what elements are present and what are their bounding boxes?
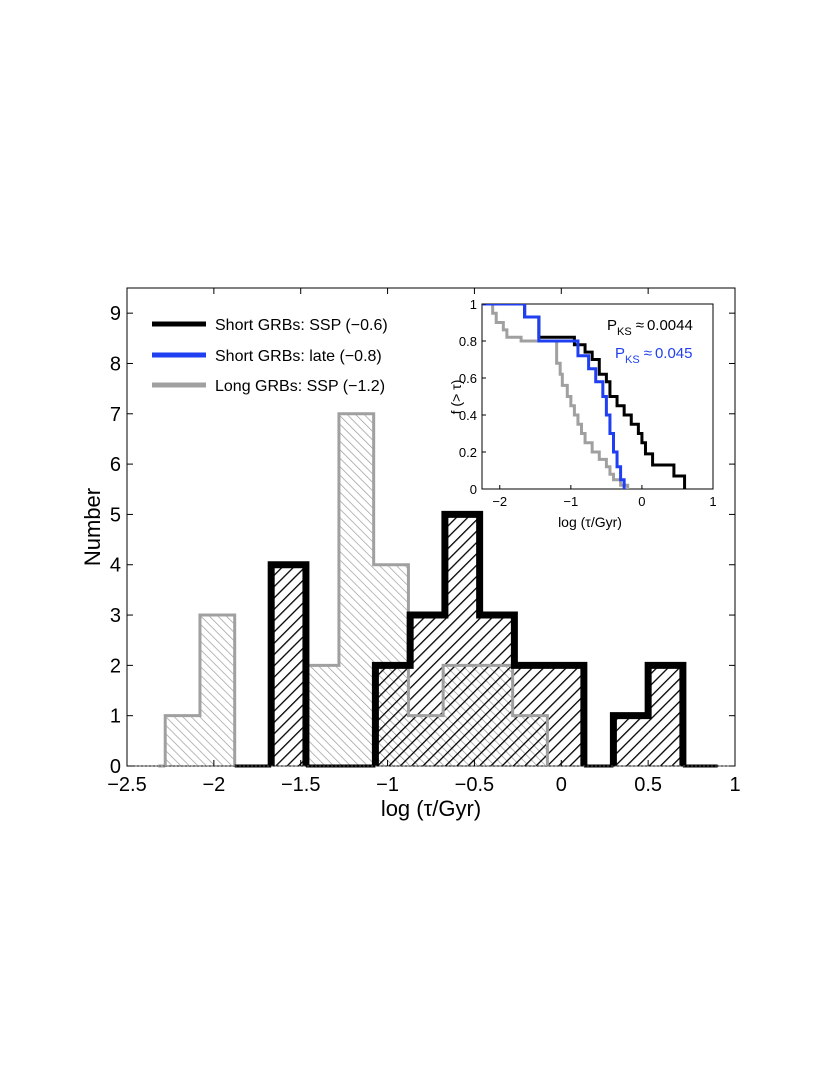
inset-frame (481, 303, 714, 490)
pks-blue-rel: ≈ (644, 345, 652, 362)
inset-y-axis-label: f (> τ) (448, 380, 464, 415)
inset-y-ticks: 0 0.2 0.4 0.6 0.8 1 (459, 297, 486, 497)
x-axis-label: log (τ/Gyr) (381, 796, 481, 821)
y-axis-label: Number (80, 488, 105, 566)
pks-blue-symbol: P (615, 345, 625, 362)
y-tick-label-7: 7 (110, 404, 121, 426)
y-tick-label-5: 5 (110, 504, 121, 526)
hist-bar-s1-b4 (479, 615, 515, 766)
inset-x-tick-label-2: 0 (638, 494, 645, 509)
inset-y-tick-label-0: 0 (470, 482, 477, 497)
inset-cumulative-plot: −2 −1 0 1 0 0.2 0.4 0.6 0.8 1 log (τ/Gyr) f (> τ… (448, 297, 717, 530)
hist-bar-s1-b0 (271, 564, 306, 766)
inset-line-0 (482, 304, 630, 489)
y-tick-label-0: 0 (110, 756, 121, 778)
x-tick-label-7: 1 (729, 774, 740, 796)
hist-outline-s1 (267, 510, 687, 766)
inset-x-tick-label-1: −1 (563, 494, 578, 509)
x-tick-label-4: −0.5 (455, 774, 494, 796)
hist-bar-s0-b3 (338, 413, 374, 766)
x-tick-label-6: 0.5 (634, 774, 662, 796)
pks-blue-value: 0.045 (655, 345, 693, 362)
y-tick-label-4: 4 (110, 555, 121, 577)
x-axis-ticks: −2.5 −2 −1.5 −1 −0.5 0 0.5 1 (107, 288, 741, 796)
legend-label-short-late: Short GRBs: late (−0.8) (215, 348, 382, 365)
x-tick-label-3: −1 (376, 774, 399, 796)
y-tick-label-1: 1 (110, 706, 121, 728)
inset-y-tick-label-3: 0.6 (459, 371, 477, 386)
legend-label-long-ssp: Long GRBs: SSP (−1.2) (215, 378, 385, 395)
inset-y-tick-label-1: 0.2 (459, 445, 477, 460)
y-tick-label-8: 8 (110, 353, 121, 375)
pks-blue-subscript: KS (625, 354, 640, 366)
inset-x-axis-label: log (τ/Gyr) (558, 514, 622, 530)
hist-bar-s0-b2 (304, 665, 339, 766)
inset-line-2 (482, 304, 626, 489)
hist-bar-s1-b2 (410, 615, 445, 766)
pks-annotation-black: PKS ≈0.0044 (607, 317, 693, 338)
histogram-bars (165, 413, 683, 766)
inset-x-ticks: −2 −1 0 1 (492, 485, 717, 509)
inset-y-tick-label-5: 1 (470, 297, 477, 312)
hist-bar-s0-b1 (199, 615, 235, 766)
legend-label-short-ssp: Short GRBs: SSP (−0.6) (215, 317, 388, 334)
inset-x-tick-label-0: −2 (492, 494, 507, 509)
y-tick-label-6: 6 (110, 454, 121, 476)
y-tick-label-9: 9 (110, 303, 121, 325)
legend: Short GRBs: SSP (−0.6) Short GRBs: late … (152, 317, 388, 395)
hist-bar-s1-b3 (444, 514, 480, 766)
pks-annotation-blue: PKS ≈0.045 (615, 345, 692, 366)
inset-step-lines (482, 304, 687, 489)
pks-black-value: 0.0044 (647, 317, 693, 334)
pks-black-symbol: P (607, 317, 617, 334)
y-axis-ticks: 0 1 2 3 4 5 6 7 8 9 (110, 303, 735, 778)
hist-bar-s1-b7 (648, 665, 683, 766)
x-tick-label-2: −1.5 (281, 774, 320, 796)
x-tick-label-5: 0 (556, 774, 567, 796)
pks-black-subscript: KS (617, 326, 632, 338)
inset-x-tick-label-3: 1 (709, 494, 716, 509)
pks-black-rel: ≈ (636, 317, 644, 334)
y-tick-label-2: 2 (110, 655, 121, 677)
hist-bar-s0-b0 (165, 715, 200, 766)
inset-y-tick-label-4: 0.8 (459, 334, 477, 349)
inset-y-tick-label-2: 0.4 (459, 408, 477, 423)
y-tick-label-3: 3 (110, 605, 121, 627)
inset-line-1 (482, 304, 687, 489)
hist-bar-s1-b1 (375, 665, 411, 766)
hist-bar-s1-b6 (613, 715, 649, 766)
x-tick-label-1: −2 (202, 774, 225, 796)
x-tick-label-0: −2.5 (107, 774, 146, 796)
